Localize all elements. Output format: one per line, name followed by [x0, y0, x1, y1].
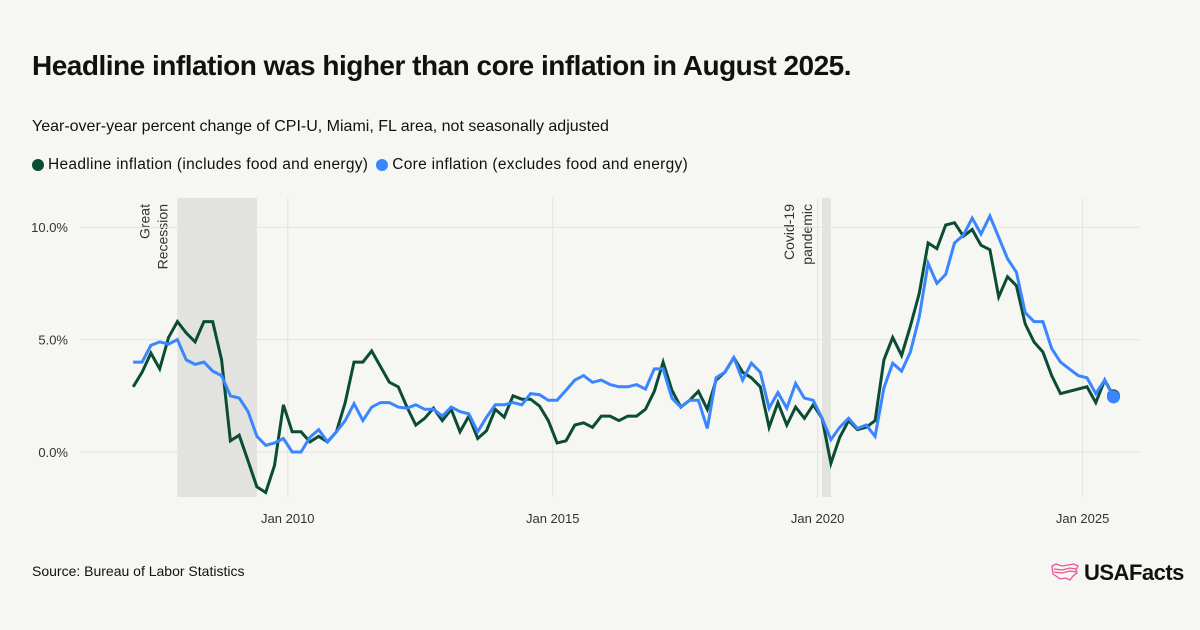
- legend: Headline inflation (includes food and en…: [32, 156, 688, 174]
- x-tick-label: Jan 2020: [791, 511, 845, 526]
- logo-text: USAFacts: [1084, 560, 1184, 585]
- x-tick-label: Jan 2010: [261, 511, 315, 526]
- legend-item-headline: Headline inflation (includes food and en…: [32, 156, 368, 174]
- annotation-label: Recession: [154, 204, 170, 269]
- legend-label-headline: Headline inflation (includes food and en…: [48, 156, 369, 173]
- page-title: Headline inflation was higher than core …: [32, 50, 852, 81]
- y-tick-label: 0.0%: [38, 445, 68, 460]
- annotation-label: Great: [136, 204, 152, 239]
- chart-subtitle: Year-over-year percent change of CPI-U, …: [32, 118, 609, 135]
- y-tick-label: 10.0%: [31, 220, 68, 235]
- annotation-label: pandemic: [799, 204, 815, 265]
- legend-item-core: Core inflation (excludes food and energy…: [376, 156, 688, 174]
- core-series-line: [133, 212, 1115, 454]
- core-end-marker: [1107, 390, 1121, 404]
- us-flag-outline-icon: [1051, 563, 1079, 581]
- shaded-period: [822, 198, 831, 497]
- source-note: Source: Bureau of Labor Statistics: [32, 563, 245, 579]
- legend-swatch-core: [376, 159, 389, 171]
- legend-label-core: Core inflation (excludes food and energy…: [392, 156, 689, 173]
- legend-swatch-headline: [32, 159, 44, 171]
- usafacts-logo: USAFacts: [1050, 560, 1184, 586]
- x-tick-label: Jan 2025: [1056, 511, 1110, 526]
- x-tick-label: Jan 2015: [526, 511, 580, 526]
- headline-series-line: [131, 220, 1115, 495]
- annotation-label: Covid-19: [781, 204, 797, 260]
- y-tick-label: 5.0%: [38, 333, 68, 348]
